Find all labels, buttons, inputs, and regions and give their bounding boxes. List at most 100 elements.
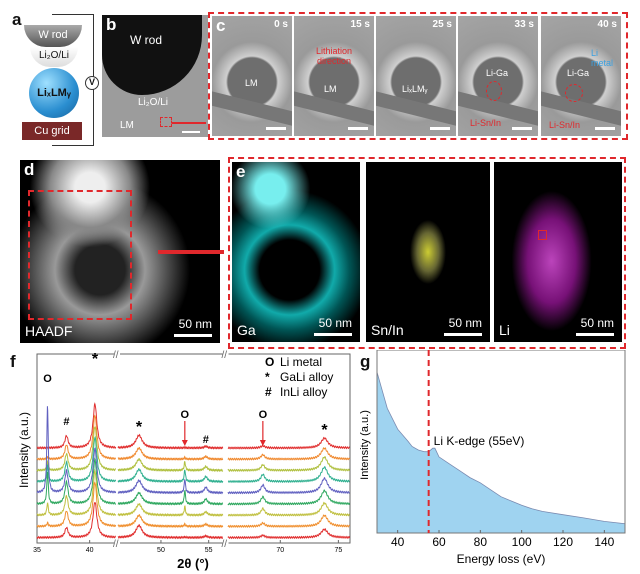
axis-break — [113, 539, 120, 547]
xrd-series-9 — [227, 528, 351, 540]
li-sn-in-label: Li-Sn/In — [549, 120, 581, 130]
xrd-series-4 — [227, 466, 350, 484]
peak-marker: * — [92, 351, 99, 368]
xrd-series-7 — [117, 503, 224, 517]
panel-label-g: g — [360, 352, 371, 371]
xrd-series-1 — [117, 433, 224, 450]
xrd-series-4 — [36, 436, 117, 483]
xrd-series-7 — [36, 468, 117, 517]
eels-chart: 40 60 80 100 120 140 Energy loss (eV) Intensity… — [360, 350, 626, 566]
plot-frame — [36, 353, 351, 544]
x-tick-label: 75 — [334, 547, 342, 554]
frame-time: 15 s — [350, 19, 370, 30]
w-rod: W rod — [24, 25, 82, 47]
peak-marker: * — [136, 419, 143, 436]
lm-sphere: LiₓLMᵧ — [29, 68, 79, 118]
scale-text: 50 nm — [448, 316, 482, 330]
xrd-chart: // // // // 35 40 50 55 70 75 2θ (°) Intensity (a.u… — [17, 350, 351, 571]
axis-break — [222, 539, 229, 547]
xrd-series-8 — [36, 481, 117, 528]
panel-label-e: e — [236, 162, 246, 181]
tem-frame-33s: 33 s Li-Ga Li-Sn/In — [458, 16, 538, 136]
x-tick-label: 120 — [553, 535, 573, 549]
w-rod-shadow — [102, 15, 202, 95]
arrow-b-to-c — [172, 122, 206, 124]
li-k-edge-label: Li K-edge (55eV) — [434, 434, 525, 448]
xrd-series-5 — [117, 479, 224, 495]
eels-area — [376, 371, 626, 534]
x-tick-label: 40 — [86, 547, 94, 554]
scale-text: 50 nm — [580, 316, 614, 330]
panel-label-d: d — [24, 160, 35, 179]
frame-text: LM — [245, 78, 258, 88]
xrd-series-2 — [227, 447, 351, 461]
li-sn-in-label: Li-Sn/In — [470, 118, 502, 128]
li-sn-in-region — [565, 84, 583, 102]
xrd-series-6 — [36, 457, 116, 506]
li2o-label: Li₂O/Li — [138, 97, 169, 108]
x-tick-label: 55 — [205, 547, 213, 554]
xrd-series-9 — [117, 523, 224, 540]
li-map: Li 50 nm — [494, 162, 622, 342]
scale-bar — [266, 127, 286, 130]
xrd-series-3 — [36, 426, 117, 472]
scale-bar — [174, 334, 212, 337]
panel-label-c: c — [216, 16, 226, 35]
xrd-series-7 — [227, 501, 350, 517]
peak-marker: O — [181, 409, 190, 421]
axis-break-mark: // — [113, 350, 119, 361]
frame-time: 0 s — [274, 19, 288, 30]
xrd-series-4 — [117, 467, 224, 484]
w-rod-label: W rod — [130, 33, 163, 47]
scale-text: 50 nm — [318, 316, 352, 330]
xrd-series-8 — [117, 514, 224, 529]
legend-symbol: * — [265, 370, 270, 384]
frame-text: Li-Ga — [486, 68, 509, 78]
legend-label: GaLi alloy — [280, 370, 333, 384]
x-tick-label: 50 — [157, 547, 165, 554]
frame-text: Li-Ga — [567, 68, 590, 78]
scale-bar — [595, 127, 615, 130]
scale-text: 50 nm — [178, 317, 212, 331]
lm-label: LM — [120, 120, 134, 131]
x-tick-label: 60 — [432, 535, 446, 549]
scale-bar — [576, 333, 614, 336]
arrow-d-to-e — [158, 250, 224, 254]
scale-bar — [348, 127, 368, 130]
frame-text: LiₓLMᵧ — [402, 84, 428, 94]
x-tick-label: 70 — [276, 547, 284, 554]
scale-bar — [430, 127, 450, 130]
voltmeter-icon: V — [85, 76, 99, 90]
x-tick-label: 35 — [33, 547, 41, 554]
peak-marker: O — [43, 373, 52, 385]
map-label: Sn/In — [371, 322, 404, 338]
xrd-series-2 — [36, 414, 117, 461]
peak-marker: # — [63, 416, 69, 428]
xrd-series-3 — [227, 456, 351, 473]
xrd-series-8 — [227, 514, 351, 529]
peak-marker: O — [259, 409, 268, 421]
panel-label-b: b — [106, 15, 117, 34]
x-tick-label: 100 — [512, 535, 532, 549]
axis-break-mark: // — [222, 350, 228, 361]
cu-grid: Cu grid — [22, 122, 82, 140]
li2o-layer: Li₂O/Li — [30, 47, 78, 67]
tem-frame-15s: 15 s Lithiation direction LM — [294, 16, 374, 136]
li-sn-in-region — [486, 81, 502, 101]
tem-frame-25s: 25 s LiₓLMᵧ — [376, 16, 456, 136]
map-label: HAADF — [25, 323, 73, 339]
xrd-series-2 — [117, 446, 224, 461]
xrd-series-1 — [36, 402, 117, 450]
li-metal-label: Li metal — [591, 48, 614, 68]
peak-arrowhead — [259, 440, 266, 446]
tem-frame-0s: 0 s LM — [212, 16, 292, 136]
panel-label-a: a — [12, 10, 22, 29]
map-label: Li — [499, 322, 510, 338]
ga-map: e Ga 50 nm — [232, 162, 360, 342]
frame-time: 40 s — [597, 19, 617, 30]
x-tick-label: 80 — [474, 535, 488, 549]
panel-a-schematic: a V W rod Li₂O/Li LiₓLMᵧ Cu grid — [0, 0, 105, 150]
panel-b-tem: b W rod Li₂O/Li LM — [102, 15, 208, 137]
xrd-series-9 — [36, 502, 116, 540]
axis-break-mark: // — [222, 539, 228, 550]
